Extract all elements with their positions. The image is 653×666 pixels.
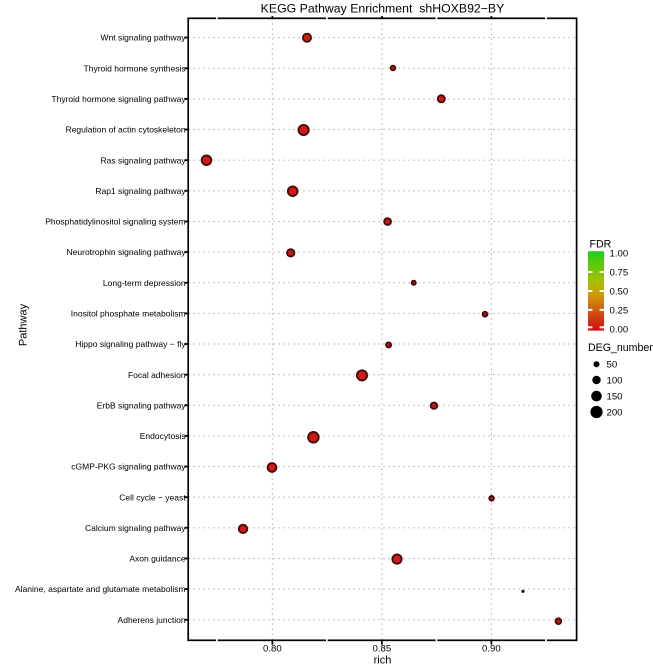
svg-text:Focal adhesion: Focal adhesion [128,370,186,380]
svg-text:Calcium signaling pathway: Calcium signaling pathway [85,523,186,533]
svg-text:Ras signaling pathway: Ras signaling pathway [101,155,187,165]
svg-text:0.80: 0.80 [263,644,282,655]
svg-text:50: 50 [607,360,618,371]
svg-text:Pathway: Pathway [18,303,30,346]
svg-text:DEG_number: DEG_number [588,342,653,354]
svg-text:0.85: 0.85 [373,644,392,655]
svg-text:Long-term depression: Long-term depression [103,278,186,288]
svg-text:Neurotrophin signaling pathway: Neurotrophin signaling pathway [67,247,187,257]
svg-text:KEGG Pathway Enrichment shHOX: KEGG Pathway Enrichment shHOXB92−BY [261,2,505,16]
svg-text:ErbB signaling pathway: ErbB signaling pathway [97,400,187,410]
svg-text:Wnt signaling pathway: Wnt signaling pathway [101,33,187,43]
svg-text:Thyroid hormone synthesis: Thyroid hormone synthesis [84,63,186,73]
svg-text:Phosphatidylinositol signaling: Phosphatidylinositol signaling system [45,217,185,227]
svg-text:200: 200 [607,407,623,418]
svg-text:Hippo signaling pathway − fly: Hippo signaling pathway − fly [75,339,186,349]
svg-text:1.00: 1.00 [610,249,629,260]
svg-text:150: 150 [607,392,623,403]
svg-text:Regulation of actin cytoskelet: Regulation of actin cytoskeleton [66,125,186,135]
svg-text:Inositol phosphate metabolism: Inositol phosphate metabolism [71,309,186,319]
svg-text:FDR: FDR [590,239,612,251]
svg-text:Rap1 signaling pathway: Rap1 signaling pathway [95,186,186,196]
svg-text:Thyroid hormone signaling path: Thyroid hormone signaling pathway [51,94,186,104]
svg-text:0.90: 0.90 [482,644,501,655]
svg-text:Alanine, aspartate and glutama: Alanine, aspartate and glutamate metabol… [15,584,186,594]
svg-text:0.25: 0.25 [610,305,629,316]
svg-text:0.00: 0.00 [610,324,629,335]
svg-text:rich: rich [374,655,392,666]
svg-text:100: 100 [607,375,623,386]
svg-text:Cell cycle − yeast: Cell cycle − yeast [119,492,186,502]
svg-text:cGMP-PKG signaling pathway: cGMP-PKG signaling pathway [71,462,186,472]
svg-text:Adherens junction: Adherens junction [118,615,186,625]
svg-text:Endocytosis: Endocytosis [140,431,186,441]
svg-text:Axon guidance: Axon guidance [129,554,186,564]
svg-text:0.50: 0.50 [610,286,629,297]
svg-text:0.75: 0.75 [610,267,629,278]
